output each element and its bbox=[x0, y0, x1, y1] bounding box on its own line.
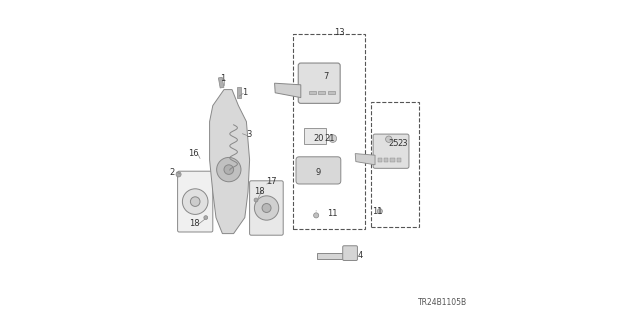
Circle shape bbox=[314, 213, 319, 218]
Polygon shape bbox=[210, 90, 250, 234]
Circle shape bbox=[378, 209, 383, 214]
Circle shape bbox=[329, 135, 337, 142]
Bar bbox=[319, 91, 326, 94]
Bar bbox=[390, 158, 395, 162]
Circle shape bbox=[255, 196, 279, 220]
Circle shape bbox=[182, 189, 208, 214]
Bar bbox=[371, 102, 419, 227]
FancyBboxPatch shape bbox=[373, 134, 409, 168]
FancyBboxPatch shape bbox=[178, 171, 212, 232]
Text: 23: 23 bbox=[397, 139, 408, 148]
Circle shape bbox=[191, 197, 200, 206]
Text: 7: 7 bbox=[323, 72, 328, 81]
Text: 20: 20 bbox=[313, 134, 324, 143]
FancyBboxPatch shape bbox=[250, 181, 283, 235]
Text: 9: 9 bbox=[316, 168, 321, 177]
Circle shape bbox=[176, 172, 181, 177]
Bar bbox=[378, 158, 382, 162]
Text: 16: 16 bbox=[188, 149, 199, 158]
Bar bbox=[328, 91, 335, 94]
Text: 25: 25 bbox=[388, 139, 399, 148]
Text: 18: 18 bbox=[189, 220, 200, 228]
Text: 4: 4 bbox=[357, 252, 363, 260]
FancyBboxPatch shape bbox=[343, 246, 357, 260]
Bar bbox=[384, 158, 388, 162]
Bar bbox=[309, 91, 316, 94]
Text: 17: 17 bbox=[266, 177, 276, 186]
Polygon shape bbox=[355, 154, 375, 165]
Bar bbox=[237, 87, 241, 98]
Polygon shape bbox=[275, 83, 301, 98]
Text: 21: 21 bbox=[324, 134, 335, 143]
FancyBboxPatch shape bbox=[298, 63, 340, 103]
Text: 2: 2 bbox=[170, 168, 175, 177]
Circle shape bbox=[385, 136, 392, 142]
Circle shape bbox=[254, 198, 258, 202]
Text: 18: 18 bbox=[254, 187, 264, 196]
Circle shape bbox=[204, 216, 207, 220]
Text: TR24B1105B: TR24B1105B bbox=[418, 298, 467, 307]
Text: 3: 3 bbox=[246, 130, 252, 139]
Text: 11: 11 bbox=[327, 209, 337, 218]
Bar bbox=[397, 158, 401, 162]
Bar bbox=[292, 34, 365, 229]
FancyBboxPatch shape bbox=[296, 157, 340, 184]
Text: 1: 1 bbox=[242, 88, 248, 97]
Text: 13: 13 bbox=[335, 28, 345, 37]
Polygon shape bbox=[317, 253, 347, 259]
Text: 11: 11 bbox=[372, 207, 383, 216]
Bar bbox=[218, 77, 224, 88]
Circle shape bbox=[262, 204, 271, 212]
Circle shape bbox=[216, 157, 241, 182]
Text: 1: 1 bbox=[220, 74, 225, 83]
Circle shape bbox=[224, 165, 234, 174]
Bar bbox=[304, 128, 326, 144]
